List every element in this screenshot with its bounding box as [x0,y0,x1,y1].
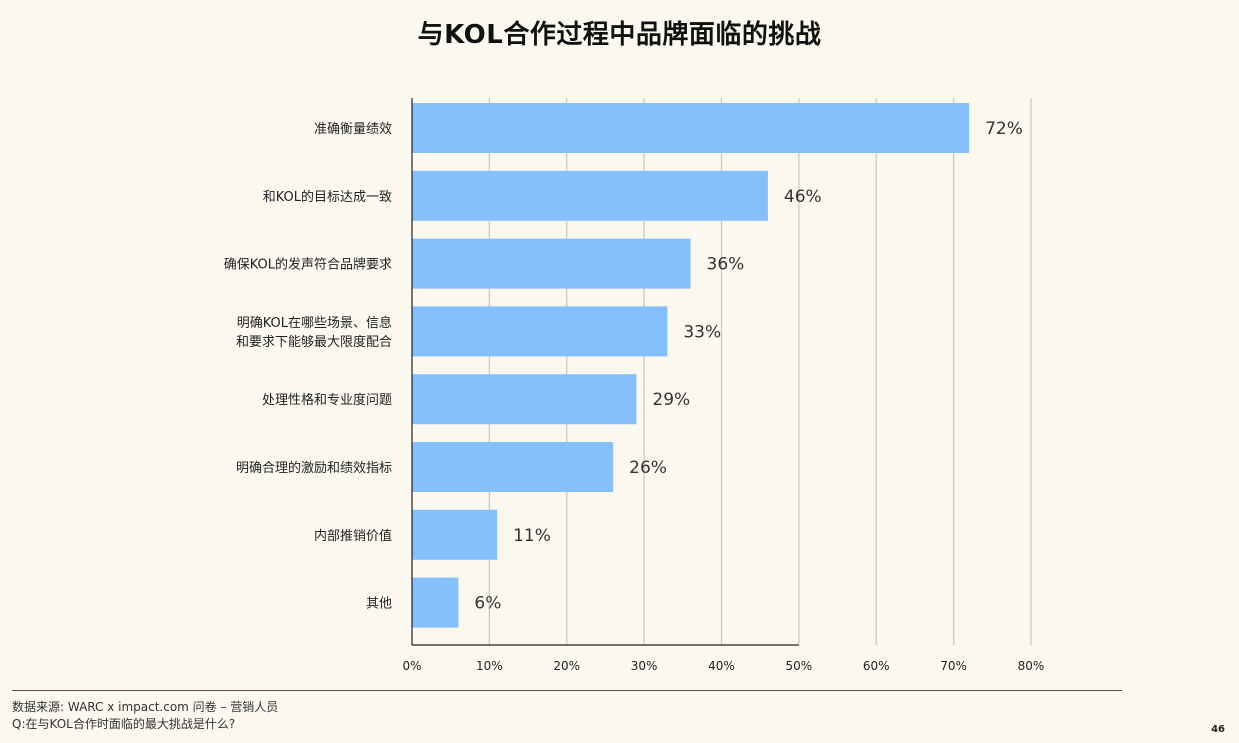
category-label: 明确KOL在哪些场景、信息 [237,315,392,331]
category-label: 明确合理的激励和绩效指标 [236,460,392,476]
category-label: 处理性格和专业度问题 [262,392,392,408]
bar [412,577,459,628]
x-tick-label: 0% [402,659,421,673]
page-number: 46 [1211,724,1225,735]
value-label: 33% [683,322,721,342]
value-label: 26% [629,458,667,478]
value-label: 46% [784,187,822,207]
value-label: 72% [985,119,1023,139]
category-label: 其他 [366,597,392,612]
x-tick-label: 50% [786,659,813,673]
value-label: 29% [652,390,690,410]
x-tick-label: 20% [553,659,580,673]
value-label: 36% [707,255,745,275]
value-label: 11% [513,526,551,546]
bar [412,170,768,221]
x-tick-label: 40% [708,659,735,673]
value-label: 6% [474,594,501,614]
x-tick-label: 80% [1018,659,1045,673]
bar [412,442,614,492]
bar [412,509,498,560]
category-label: 确保KOL的发声符合品牌要求 [224,257,392,273]
category-label: 和要求下能够最大限度配合 [236,334,392,350]
footer-divider [12,690,1122,691]
x-tick-label: 10% [476,659,503,673]
page-title: 与KOL合作过程中品牌面临的挑战 [417,20,822,50]
bar [412,103,970,153]
question-line: Q:在与KOL合作时面临的最大挑战是什么? [12,717,236,731]
source-line: 数据来源: WARC x impact.com 问卷 – 营销人员 [12,700,279,714]
x-tick-label: 70% [940,659,967,673]
bar [412,374,637,425]
x-tick-label: 60% [863,659,890,673]
category-label: 准确衡量绩效 [314,122,392,137]
category-label: 内部推销价值 [314,528,392,544]
bar-chart: 72% 准确衡量绩效 46% 和KOL的目标达成一致 36% 确保KOL的发声符合品牌要求… [224,98,1045,673]
x-tick-label: 30% [631,659,658,673]
bar [412,238,691,289]
category-label: 和KOL的目标达成一致 [263,189,392,205]
source-note: 数据来源: WARC x impact.com 问卷 – 营销人员 Q:在与KO… [12,699,278,733]
bar [412,306,668,357]
